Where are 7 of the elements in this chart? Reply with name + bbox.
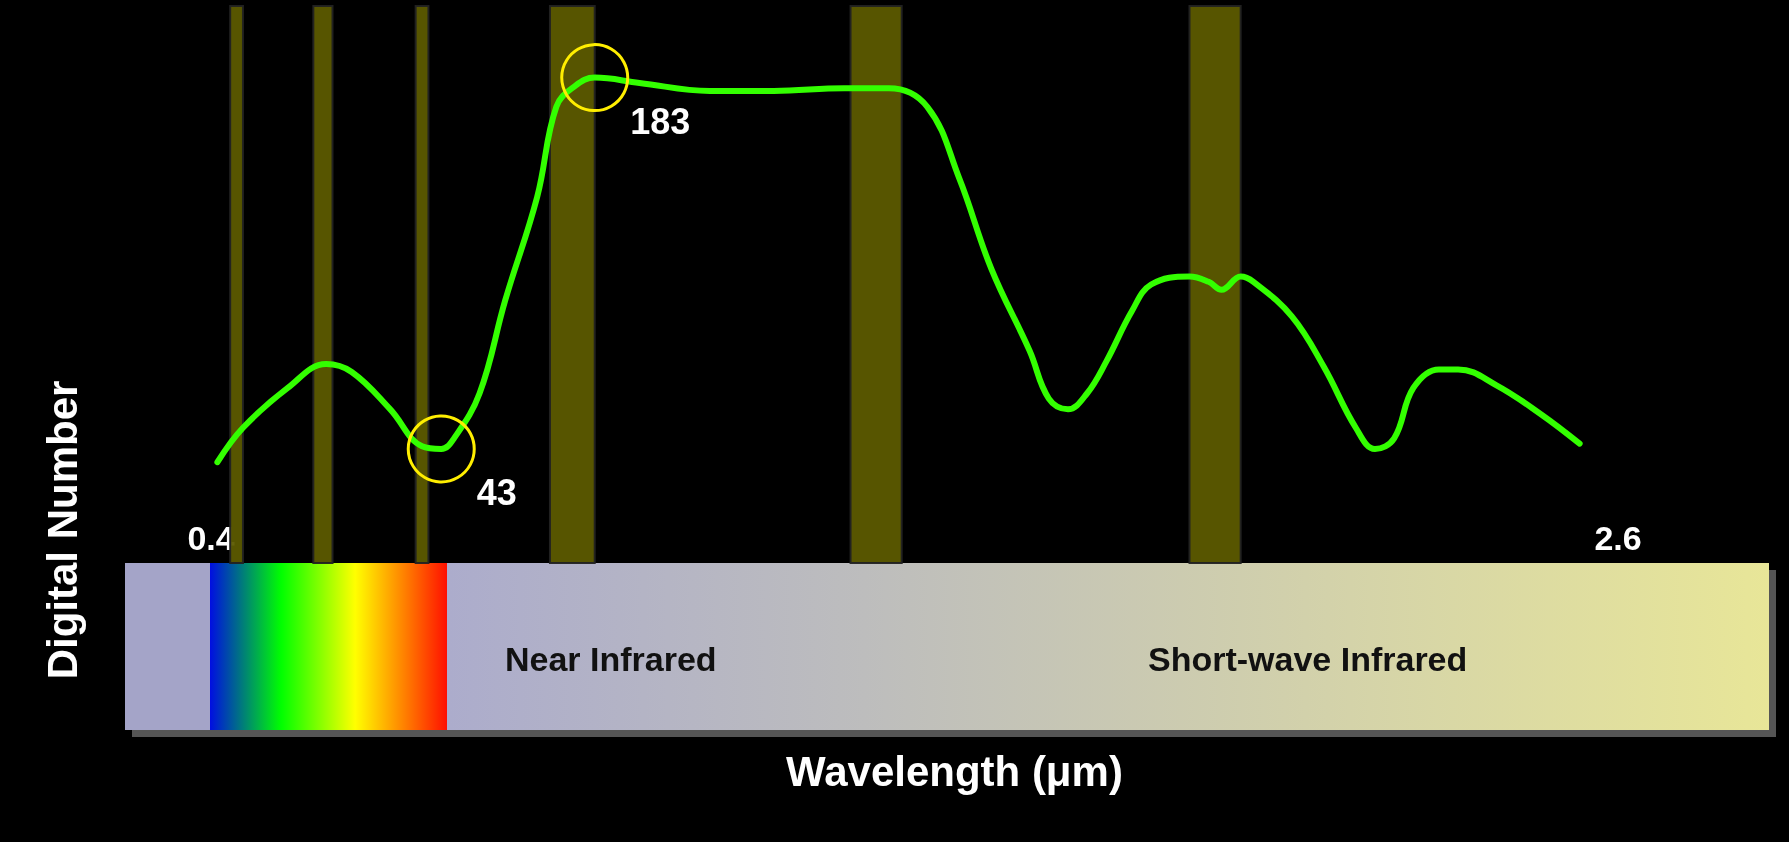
text: Near Infrared — [505, 640, 717, 679]
data-label: 43 — [476, 471, 517, 513]
x-tick-label: 2.6 — [1594, 519, 1642, 557]
x-axis-title: Wavelength (μm) — [785, 748, 1124, 796]
data-label: 183 — [630, 100, 691, 142]
text: Short-wave Infrared — [1148, 640, 1468, 679]
y-axis-title: Digital Number — [39, 380, 87, 680]
